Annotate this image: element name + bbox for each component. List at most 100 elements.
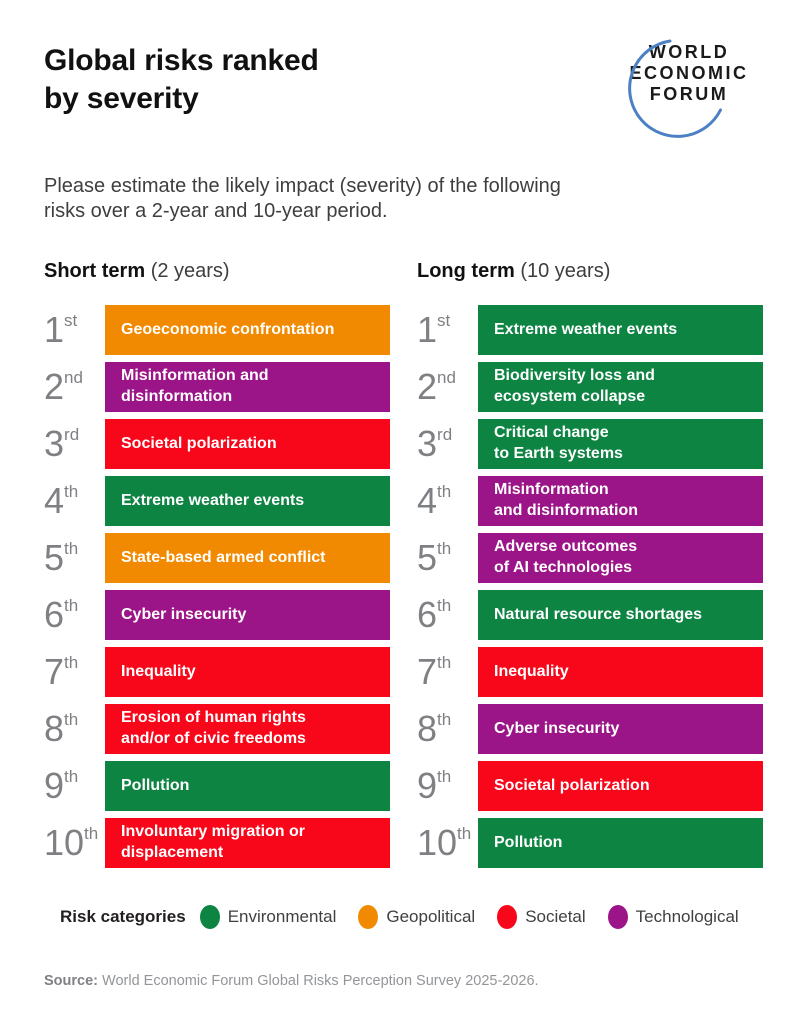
risk-name: Misinformation and disinformation — [121, 367, 269, 405]
risk-bar: Natural resource shortages — [478, 590, 763, 640]
geopolitical-dot-icon — [358, 905, 379, 929]
risk-bar: Critical change to Earth systems — [478, 419, 763, 469]
rank-label: 7th — [417, 651, 452, 692]
rank-label: 9th — [417, 765, 452, 806]
risk-row: 8th Erosion of human rights and/or of ci… — [44, 704, 390, 754]
source-attribution: Source: World Economic Forum Global Risk… — [44, 973, 763, 989]
risk-bar: Extreme weather events — [105, 476, 390, 526]
risk-bar: Societal polarization — [105, 419, 390, 469]
rank-label: 7th — [44, 651, 79, 692]
risk-name: Societal polarization — [494, 776, 650, 794]
risk-bar: Involuntary migration or displacement — [105, 818, 390, 868]
risk-bar: Misinformation and disinformation — [105, 362, 390, 412]
risk-categories-legend: Risk categories Environmental Geopolitic… — [60, 905, 763, 929]
risk-bar: Pollution — [105, 761, 390, 811]
risk-name: Critical change to Earth systems — [494, 424, 623, 462]
risk-row: 2nd Misinformation and disinformation — [44, 362, 390, 412]
rank-label: 8th — [44, 708, 79, 749]
risk-row: 10th Pollution — [417, 818, 763, 868]
risk-bar: Inequality — [105, 647, 390, 697]
page-title: Global risks ranked by severity — [44, 44, 319, 115]
risk-bar: Societal polarization — [478, 761, 763, 811]
risk-row: 5th State-based armed conflict — [44, 533, 390, 583]
long-term-column: Long term (10 years) 1st Extreme weather… — [417, 260, 763, 875]
wef-logo-text: WORLD ECONOMIC FORUM — [629, 42, 749, 105]
rank-label: 5th — [44, 537, 79, 578]
legend-title: Risk categories — [60, 907, 186, 926]
risk-row: 9th Societal polarization — [417, 761, 763, 811]
risk-row: 1st Extreme weather events — [417, 305, 763, 355]
page-header: Global risks ranked by severity WORLD EC… — [44, 38, 763, 144]
risk-bar: Cyber insecurity — [478, 704, 763, 754]
long-term-header: Long term (10 years) — [417, 260, 611, 282]
rank-label: 3rd — [44, 423, 80, 464]
risk-name: Pollution — [494, 833, 563, 851]
survey-question: Please estimate the likely impact (sever… — [44, 175, 561, 222]
technological-dot-icon — [607, 905, 628, 929]
risk-name: Cyber insecurity — [494, 719, 620, 737]
risk-bar: Extreme weather events — [478, 305, 763, 355]
risk-row: 1st Geoeconomic confrontation — [44, 305, 390, 355]
risk-name: State-based armed conflict — [121, 548, 326, 566]
risk-bar: Inequality — [478, 647, 763, 697]
risk-name: Pollution — [121, 776, 190, 794]
risk-bar: Adverse outcomes of AI technologies — [478, 533, 763, 583]
risk-name: Misinformation and disinformation — [494, 481, 638, 519]
legend-entry-environmental: Environmental — [199, 905, 336, 929]
legend-entry-technological: Technological — [607, 905, 739, 929]
risk-row: 10th Involuntary migration or displaceme… — [44, 818, 390, 868]
legend-entry-societal: Societal — [497, 905, 586, 929]
wef-logo: WORLD ECONOMIC FORUM — [615, 36, 763, 144]
risk-name: Extreme weather events — [121, 491, 305, 509]
risk-name: Involuntary migration or displacement — [121, 823, 306, 861]
risk-name: Natural resource shortages — [494, 605, 703, 623]
risk-name: Inequality — [494, 662, 569, 680]
risk-row: 4th Misinformation and disinformation — [417, 476, 763, 526]
ranking-columns: Short term (2 years) 1st Geoeconomic con… — [44, 260, 763, 875]
risk-bar: Geoeconomic confrontation — [105, 305, 390, 355]
risk-bar: Erosion of human rights and/or of civic … — [105, 704, 390, 754]
risk-row: 6th Natural resource shortages — [417, 590, 763, 640]
risk-row: 2nd Biodiversity loss and ecosystem coll… — [417, 362, 763, 412]
risk-name: Adverse outcomes of AI technologies — [494, 538, 638, 576]
risk-bar: Biodiversity loss and ecosystem collapse — [478, 362, 763, 412]
rank-label: 1st — [417, 309, 451, 350]
rank-label: 9th — [44, 765, 79, 806]
risk-name: Geoeconomic confrontation — [121, 320, 335, 338]
rank-label: 4th — [417, 480, 452, 521]
risk-bar: Pollution — [478, 818, 763, 868]
rank-label: 6th — [44, 594, 79, 635]
risk-bar: Cyber insecurity — [105, 590, 390, 640]
societal-dot-icon — [497, 905, 518, 929]
source-prefix: Source: — [44, 973, 98, 989]
rank-label: 4th — [44, 480, 79, 521]
risk-bar: State-based armed conflict — [105, 533, 390, 583]
short-term-column: Short term (2 years) 1st Geoeconomic con… — [44, 260, 390, 875]
risk-name: Extreme weather events — [494, 320, 678, 338]
rank-label: 10th — [417, 822, 472, 863]
risk-row: 7th Inequality — [44, 647, 390, 697]
rank-label: 2nd — [44, 366, 83, 407]
risk-row: 3rd Societal polarization — [44, 419, 390, 469]
legend-entry-geopolitical: Geopolitical — [358, 905, 475, 929]
risk-row: 4th Extreme weather events — [44, 476, 390, 526]
rank-label: 3rd — [417, 423, 453, 464]
risk-row: 3rd Critical change to Earth systems — [417, 419, 763, 469]
rank-label: 1st — [44, 309, 78, 350]
risk-name: Erosion of human rights and/or of civic … — [121, 709, 306, 747]
risk-row: 7th Inequality — [417, 647, 763, 697]
risk-row: 9th Pollution — [44, 761, 390, 811]
risk-name: Inequality — [121, 662, 196, 680]
short-term-header: Short term (2 years) — [44, 260, 230, 282]
rank-label: 8th — [417, 708, 452, 749]
risk-row: 5th Adverse outcomes of AI technologies — [417, 533, 763, 583]
risk-name: Biodiversity loss and ecosystem collapse — [494, 367, 655, 405]
risk-row: 6th Cyber insecurity — [44, 590, 390, 640]
rank-label: 6th — [417, 594, 452, 635]
risk-bar: Misinformation and disinformation — [478, 476, 763, 526]
risk-name: Cyber insecurity — [121, 605, 247, 623]
rank-label: 10th — [44, 822, 99, 863]
risk-name: Societal polarization — [121, 434, 277, 452]
source-text: World Economic Forum Global Risks Percep… — [98, 973, 539, 989]
risk-row: 8th Cyber insecurity — [417, 704, 763, 754]
